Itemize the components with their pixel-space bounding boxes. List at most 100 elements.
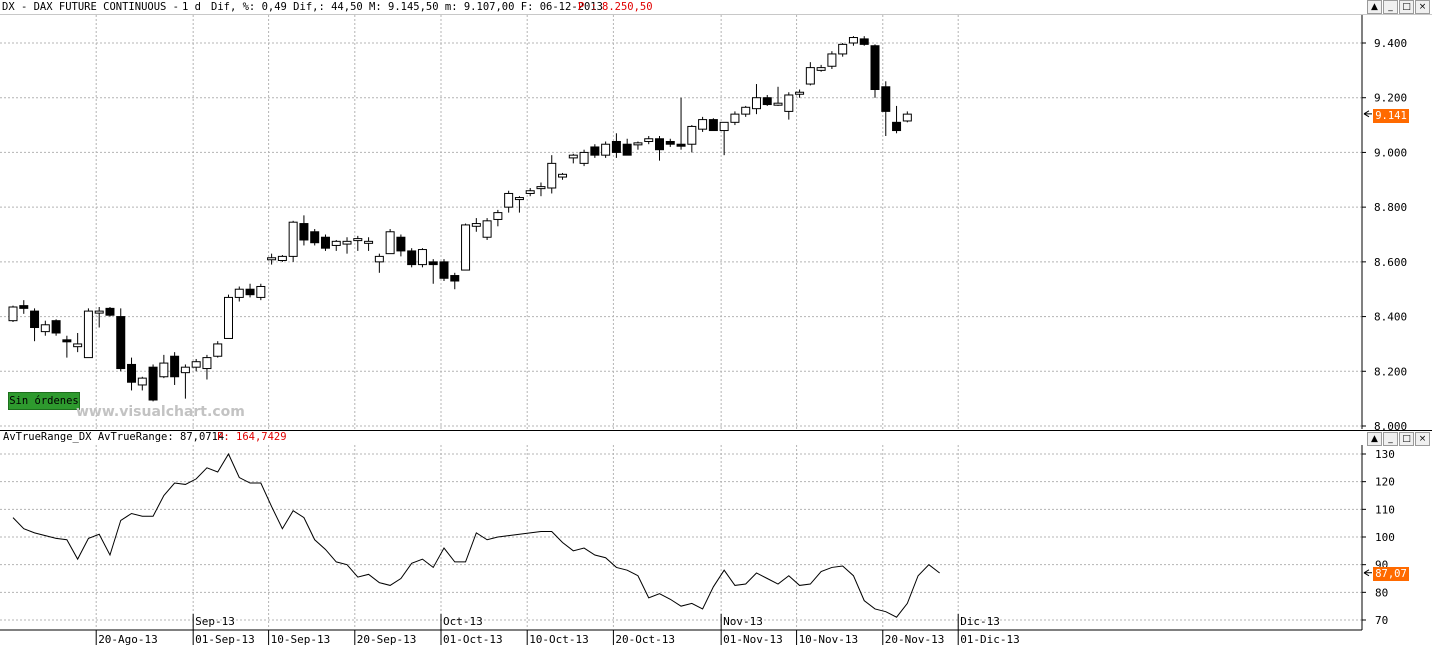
close-button[interactable]: ×	[1415, 0, 1430, 14]
candle-down	[19, 300, 29, 314]
candle-body	[396, 236, 406, 252]
candle-body	[892, 121, 902, 132]
last-atr-arrow-icon	[1363, 569, 1372, 577]
position-label: P :	[578, 1, 597, 13]
price-tick-label: 9.400	[1374, 37, 1407, 50]
candle-up	[180, 364, 190, 399]
candle-up	[838, 43, 848, 57]
candle-body	[245, 288, 255, 296]
candle-up	[342, 237, 352, 254]
candle-body	[870, 45, 880, 91]
indicator-scroll-up-button[interactable]: ▲	[1367, 432, 1382, 446]
date-tick-label: 01-Oct-13	[443, 633, 503, 646]
candle-body	[51, 320, 61, 334]
candle-up	[816, 64, 826, 72]
candle-body	[536, 186, 546, 190]
candle-up	[364, 237, 374, 251]
timeframe: 1 d	[182, 1, 201, 13]
candle-body	[73, 343, 83, 348]
candle-down	[450, 272, 460, 290]
position-value: 8.250,50	[602, 1, 653, 13]
candle-body	[644, 138, 654, 142]
date-tick-label: 10-Nov-13	[799, 633, 859, 646]
candle-down	[590, 144, 600, 158]
candle-body	[439, 261, 449, 279]
candle-up	[277, 255, 287, 262]
candle-body	[622, 143, 632, 156]
candle-down	[245, 283, 255, 298]
candle-up	[504, 190, 514, 213]
candle-body	[374, 255, 384, 263]
instrument-name: DX - DAX FUTURE CONTINUOUS -	[2, 1, 180, 13]
candle-up	[191, 358, 201, 372]
candle-up	[773, 86, 783, 106]
candle-up	[256, 283, 266, 301]
candle-down	[665, 138, 675, 147]
candle-body	[105, 307, 115, 316]
candle-body	[19, 305, 29, 309]
candle-up	[94, 306, 104, 328]
scroll-up-button[interactable]: ▲	[1367, 0, 1382, 14]
indicator-window-controls: ▲ _ □ ×	[1367, 432, 1430, 446]
indicator-p-label: P:	[217, 431, 230, 443]
candle-up	[234, 286, 244, 302]
price-tick-label: 8.000	[1374, 420, 1407, 433]
candle-body	[848, 37, 858, 44]
date-tick-label: 20-Ago-13	[98, 633, 158, 646]
candle-up	[536, 182, 546, 197]
candle-body	[773, 102, 783, 106]
indicator-close-button[interactable]: ×	[1415, 432, 1430, 446]
candle-up	[547, 155, 557, 194]
date-tick-label: 20-Sep-13	[357, 633, 417, 646]
order-status-badge[interactable]: Sin órdenes	[8, 392, 80, 410]
indicator-maximize-button[interactable]: □	[1399, 432, 1414, 446]
candle-up	[8, 305, 18, 323]
candle-up	[514, 196, 524, 213]
candle-down	[320, 234, 330, 251]
atr-tick-label: 130	[1375, 448, 1395, 461]
candle-body	[385, 231, 395, 255]
candle-body	[741, 106, 751, 115]
price-tick-label: 8.200	[1374, 365, 1407, 378]
candle-body	[881, 86, 891, 112]
atr-series-line	[12, 452, 940, 618]
candle-body	[827, 53, 837, 67]
candle-body	[159, 362, 169, 378]
date-tick-label: 01-Dic-13	[960, 633, 1020, 646]
chart-title-bar: DX - DAX FUTURE CONTINUOUS - 1 d Dif, %:…	[0, 0, 1432, 15]
candle-up	[493, 209, 503, 227]
candle-down	[310, 229, 320, 246]
maximize-button[interactable]: □	[1399, 0, 1414, 14]
candle-down	[611, 133, 621, 158]
candle-up	[461, 223, 471, 271]
candle-down	[396, 234, 406, 257]
candle-body	[137, 377, 147, 386]
candle-body	[407, 250, 417, 266]
date-tick-label: 01-Sep-13	[195, 633, 255, 646]
pane-separator[interactable]	[0, 430, 1432, 431]
window-controls: ▲ _ □ ×	[1367, 0, 1430, 14]
candle-up	[687, 125, 697, 153]
price-tick-label: 9.000	[1374, 146, 1407, 159]
candle-body	[94, 310, 104, 314]
minimize-button[interactable]: _	[1383, 0, 1398, 14]
candle-up	[288, 220, 298, 262]
candle-body	[417, 249, 427, 266]
candle-down	[762, 94, 772, 106]
candle-body	[342, 240, 352, 245]
month-tick-label: Oct-13	[443, 615, 483, 628]
indicator-title-bar: AvTrueRange_DX AvTrueRange: 87,0714 P: 1…	[0, 431, 1360, 444]
date-tick-label: 10-Oct-13	[529, 633, 589, 646]
candle-body	[698, 119, 708, 130]
indicator-minimize-button[interactable]: _	[1383, 432, 1398, 446]
candle-up	[795, 89, 805, 98]
candle-body	[902, 113, 912, 122]
candle-down	[892, 105, 902, 134]
candle-down	[870, 44, 880, 98]
watermark: www.visualchart.com	[76, 404, 245, 420]
candle-down	[439, 259, 449, 282]
candle-body	[795, 91, 805, 95]
last-price-arrow-icon	[1363, 110, 1372, 118]
date-tick-label: 20-Oct-13	[615, 633, 675, 646]
